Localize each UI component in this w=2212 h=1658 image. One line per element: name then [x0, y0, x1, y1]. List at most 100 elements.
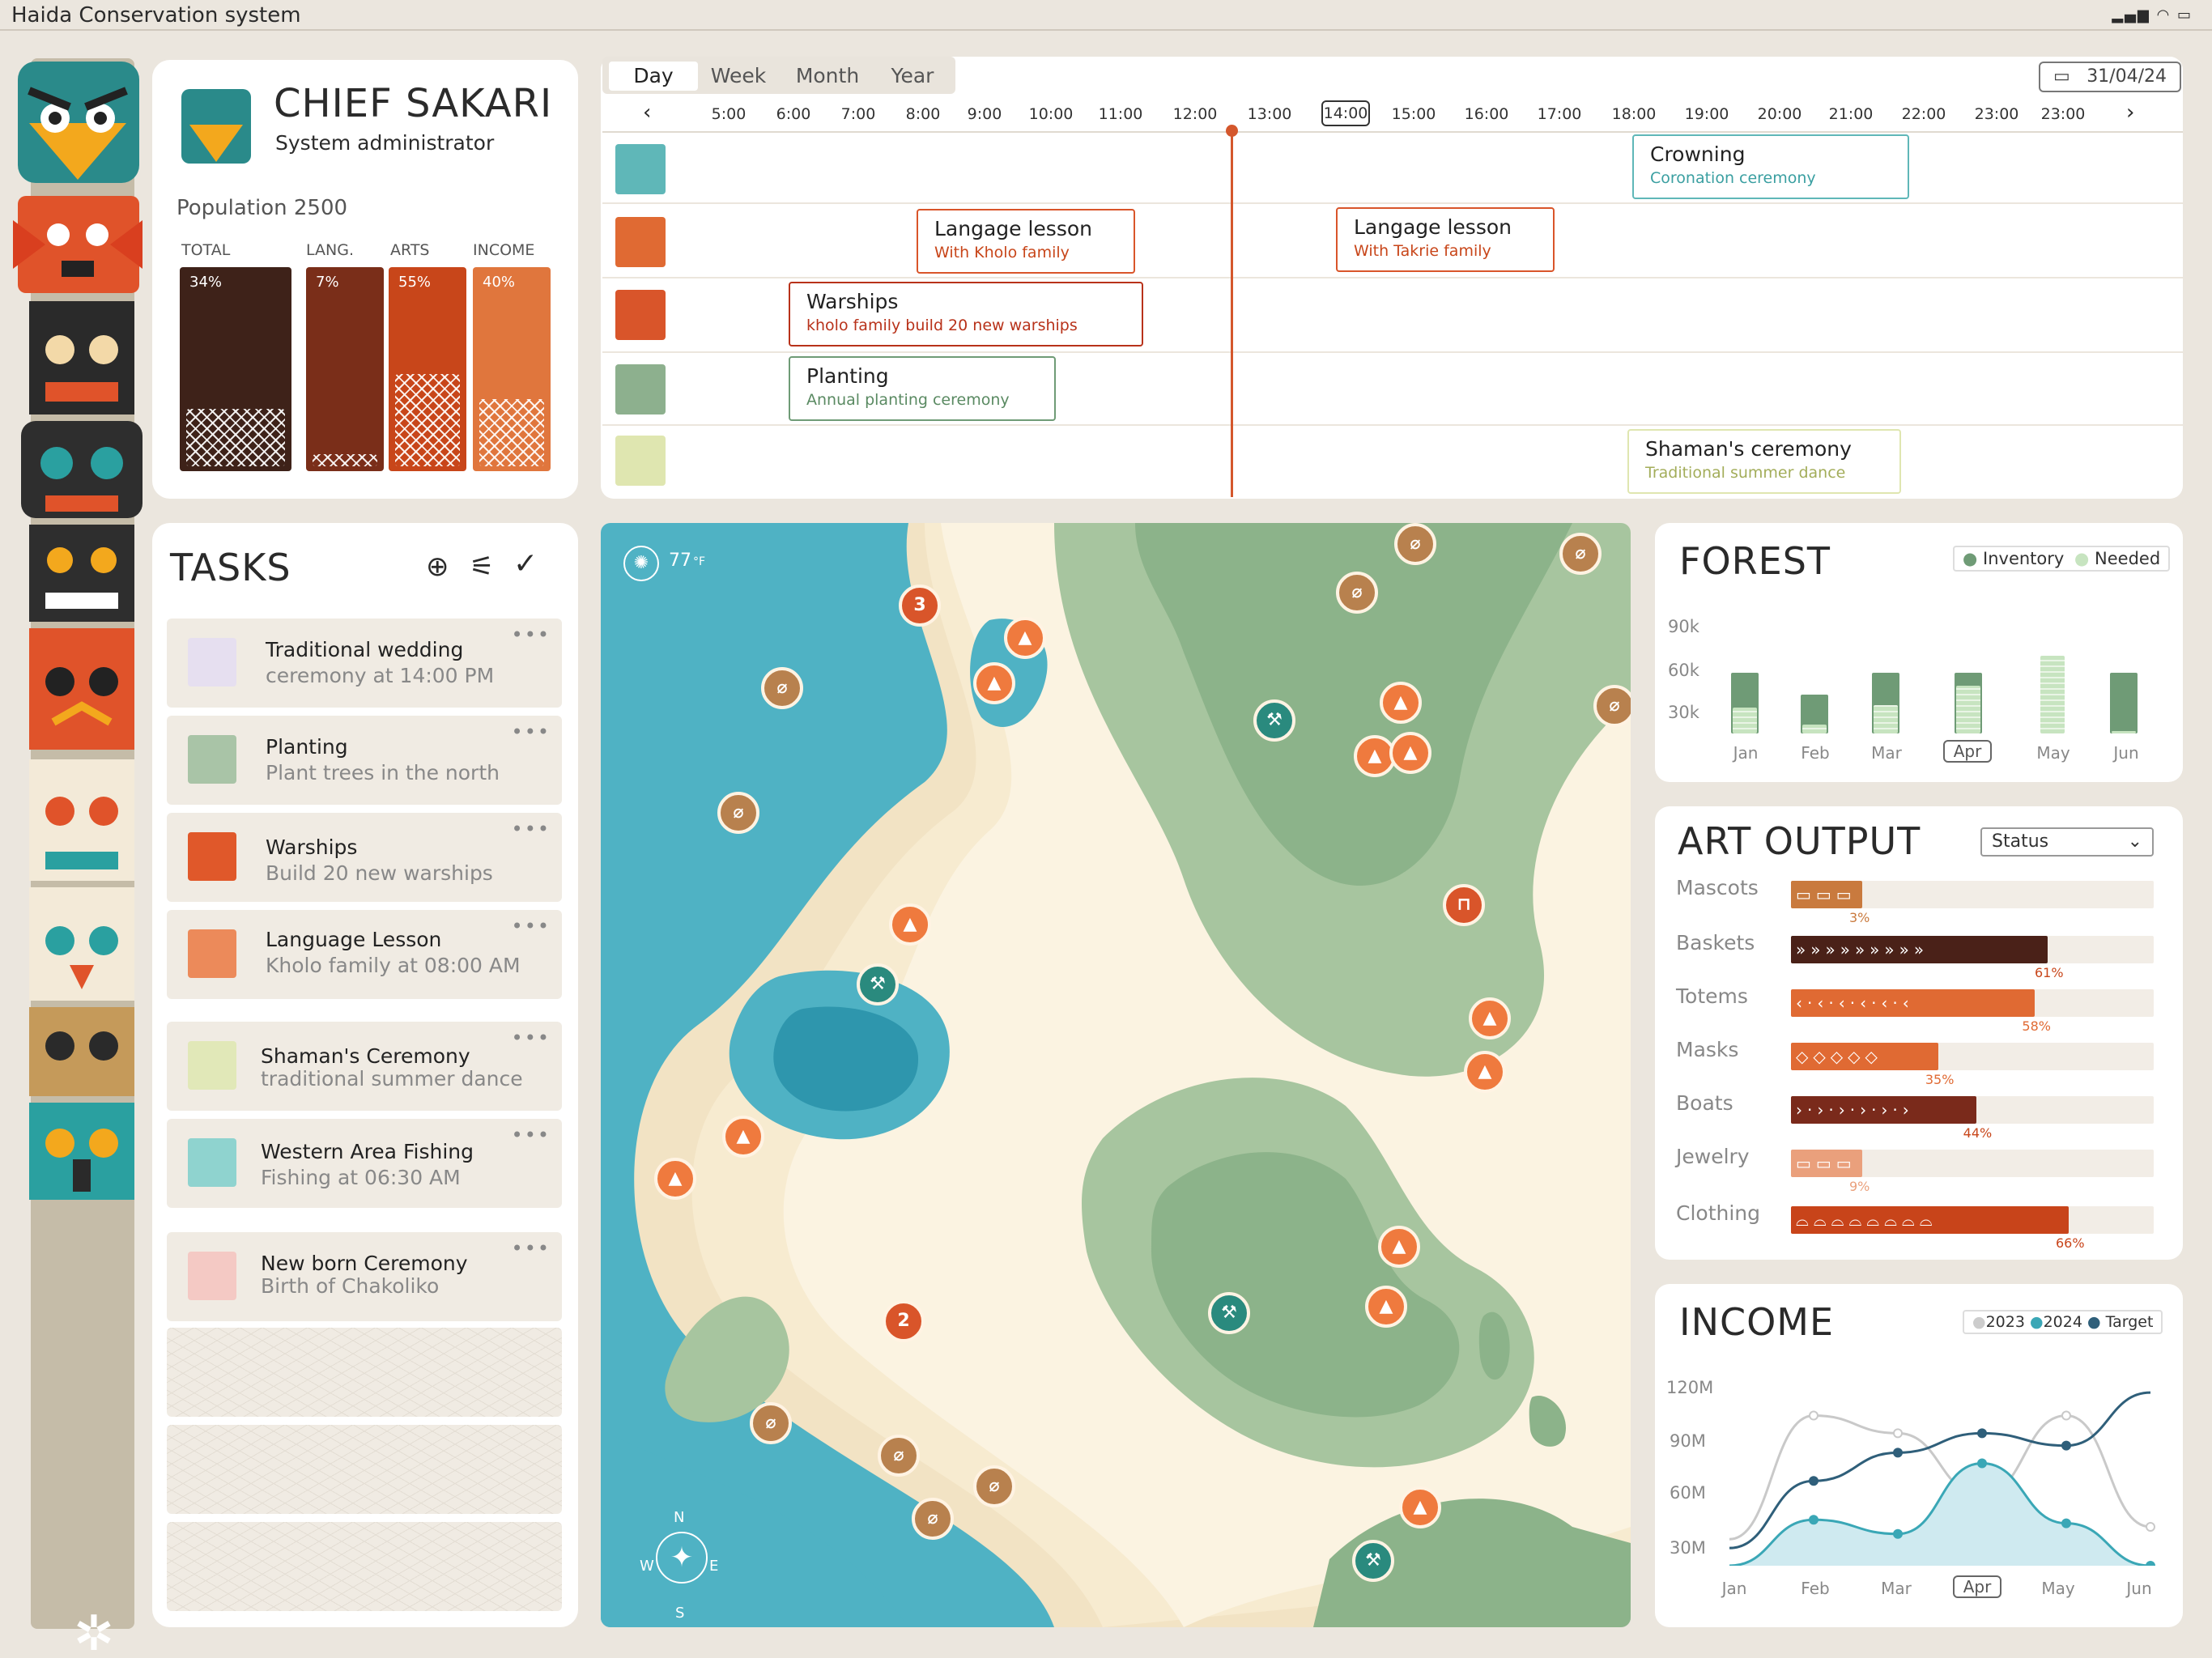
more-options-icon[interactable]: •••	[511, 1124, 551, 1146]
fish-pin-icon[interactable]: ⌀	[1336, 572, 1378, 614]
tent-pin-icon[interactable]: ▲	[889, 903, 931, 946]
art-bar-masks[interactable]: ◇◇◇◇◇	[1791, 1043, 1938, 1070]
task-item[interactable]: Language Lesson Kholo family at 08:00 AM…	[167, 910, 562, 999]
task-item[interactable]: Traditional wedding ceremony at 14:00 PM…	[167, 619, 562, 708]
more-options-icon[interactable]: •••	[511, 818, 551, 840]
stat-fill	[479, 398, 544, 466]
income-point-2023-May[interactable]	[2061, 1410, 2071, 1421]
more-options-icon[interactable]: •••	[511, 915, 551, 937]
tent-pin-icon[interactable]: ▲	[1469, 997, 1511, 1039]
forest-ytick: 60k	[1668, 661, 1699, 680]
axe-pin-icon[interactable]: ⚒	[1253, 699, 1295, 742]
income-xtick-selected[interactable]: Apr	[1953, 1575, 2001, 1598]
more-options-icon[interactable]: •••	[511, 623, 551, 646]
forest-xtick: Feb	[1801, 743, 1830, 763]
axe-pin-icon[interactable]: ⚒	[1352, 1540, 1394, 1582]
crown-lotus-icon	[615, 144, 666, 194]
fish-pin-icon[interactable]: ⌀	[750, 1402, 792, 1444]
task-item[interactable]: New born Ceremony Birth of Chakoliko •••	[167, 1232, 562, 1321]
task-item[interactable]: Western Area Fishing Fishing at 06:30 AM…	[167, 1119, 562, 1208]
tent-pin-icon[interactable]: ▲	[1464, 1051, 1506, 1093]
task-item[interactable]: Warships Build 20 new warships •••	[167, 813, 562, 902]
date-value: 31/04/24	[2087, 66, 2167, 87]
fish-pin-icon[interactable]: ⌀	[1394, 523, 1436, 565]
date-picker[interactable]: ▭ 31/04/24	[2039, 62, 2181, 92]
income-point-Target-Apr[interactable]	[1977, 1428, 1987, 1439]
event-language-kholo[interactable]: Langage lesson With Kholo family	[917, 209, 1135, 274]
event-language-takrie[interactable]: Langage lesson With Takrie family	[1336, 207, 1555, 272]
fish-pin-icon[interactable]: ⌀	[878, 1435, 920, 1477]
event-warships[interactable]: Warships kholo family build 20 new warsh…	[789, 282, 1143, 346]
event-crowning[interactable]: Crowning Coronation ceremony	[1632, 134, 1909, 199]
art-bar-jewelry[interactable]: ▭▭▭	[1791, 1150, 1862, 1177]
income-point-2024-Jun[interactable]	[2146, 1561, 2155, 1566]
income-point-2024-Mar[interactable]	[1893, 1528, 1903, 1539]
income-point-2023-Jun[interactable]	[2146, 1522, 2155, 1532]
hour-label: 16:00	[1464, 105, 1509, 123]
task-item[interactable]: Shaman's Ceremony traditional summer dan…	[167, 1022, 562, 1111]
more-options-icon[interactable]: •••	[511, 1027, 551, 1049]
art-bar-mascots[interactable]: ▭▭▭	[1791, 881, 1862, 908]
tent-pin-icon[interactable]: ▲	[1389, 732, 1431, 774]
warship-pin-icon[interactable]: 3	[899, 585, 941, 627]
warship-pin-icon[interactable]: ⊓	[1443, 884, 1485, 926]
tab-week[interactable]: Week	[710, 64, 767, 87]
income-point-Target-Feb[interactable]	[1809, 1476, 1819, 1486]
income-point-2024-May[interactable]	[2061, 1518, 2071, 1528]
forest-title: FOREST	[1679, 539, 1831, 583]
axe-pin-icon[interactable]: ⚒	[1208, 1292, 1250, 1334]
fishing-spear-icon	[188, 1138, 236, 1187]
tent-pin-icon[interactable]: ▲	[1399, 1486, 1441, 1528]
art-bar-boats[interactable]: ›·›·›·›·›·›	[1791, 1096, 1976, 1124]
event-planting[interactable]: Planting Annual planting ceremony	[789, 356, 1056, 421]
add-task-icon[interactable]: ⊕	[426, 551, 449, 583]
forest-xtick-selected[interactable]: Apr	[1943, 740, 1992, 763]
tab-year[interactable]: Year	[891, 64, 934, 87]
status-dropdown-value: Status	[1992, 831, 2049, 852]
income-point-Target-May[interactable]	[2061, 1440, 2071, 1451]
axe-pin-icon[interactable]: ⚒	[857, 963, 899, 1005]
fish-pin-icon[interactable]: ⌀	[973, 1465, 1015, 1507]
fish-pin-icon[interactable]: ⌀	[1593, 685, 1631, 727]
more-options-icon[interactable]: •••	[511, 1237, 551, 1260]
fish-pin-icon[interactable]: ⌀	[761, 667, 803, 709]
warship-pin-icon[interactable]: 2	[883, 1300, 925, 1342]
tree-icon	[188, 735, 236, 784]
filter-icon[interactable]: ⚟	[470, 551, 495, 583]
art-bar-totems[interactable]: ‹·‹·‹·‹·‹·‹	[1791, 989, 2035, 1017]
art-bar-clothing[interactable]: ⌓⌓⌓⌓⌓⌓⌓⌓	[1791, 1206, 2069, 1234]
event-shaman[interactable]: Shaman's ceremony Traditional summer dan…	[1627, 429, 1901, 494]
tent-pin-icon[interactable]: ▲	[654, 1158, 696, 1200]
income-point-Target-Mar[interactable]	[1893, 1448, 1903, 1458]
fish-pin-icon[interactable]: ⌀	[1559, 533, 1602, 575]
prev-chevron-icon[interactable]: ‹	[643, 100, 652, 125]
status-dropdown[interactable]: Status ⌄	[1980, 827, 2154, 857]
totem-carvings-icon[interactable]	[13, 58, 143, 1208]
more-options-icon[interactable]: •••	[511, 721, 551, 743]
tent-pin-icon[interactable]: ▲	[1378, 1226, 1420, 1268]
tab-month[interactable]: Month	[795, 64, 860, 87]
income-point-2024-Apr[interactable]	[1977, 1458, 1987, 1469]
income-ytick: 30M	[1670, 1538, 1706, 1558]
territory-map[interactable]: ✺ 77 °F N S W E ✦ 3 2 ⊓ ▲ ▲ ▲ ▲ ▲ ▲ ▲ ▲ …	[601, 523, 1631, 1627]
art-bar-baskets[interactable]: »»»»»»»»»	[1791, 936, 2048, 963]
tent-pin-icon[interactable]: ▲	[973, 662, 1015, 704]
compass-n: N	[674, 1509, 685, 1526]
settings-gear-icon[interactable]: ✲	[73, 1605, 115, 1658]
tab-day[interactable]: Day	[609, 62, 698, 91]
check-all-icon[interactable]: ✓	[513, 547, 538, 580]
task-item[interactable]: Planting Plant trees in the north •••	[167, 716, 562, 805]
fish-pin-icon[interactable]: ⌀	[717, 792, 759, 834]
tent-pin-icon[interactable]: ▲	[1004, 617, 1046, 659]
income-point-2023-Feb[interactable]	[1809, 1410, 1819, 1421]
tent-pin-icon[interactable]: ▲	[1380, 682, 1422, 724]
event-title: Langage lesson	[934, 217, 1092, 240]
event-title: Planting	[806, 364, 889, 388]
fish-pin-icon[interactable]: ⌀	[912, 1498, 954, 1540]
tent-pin-icon[interactable]: ▲	[1365, 1286, 1407, 1328]
next-chevron-icon[interactable]: ›	[2126, 100, 2135, 125]
income-point-2023-Mar[interactable]	[1893, 1428, 1903, 1439]
tent-pin-icon[interactable]: ▲	[722, 1116, 764, 1158]
income-point-2024-Feb[interactable]	[1809, 1515, 1819, 1525]
app-title: Haida Conservation system	[11, 3, 301, 28]
